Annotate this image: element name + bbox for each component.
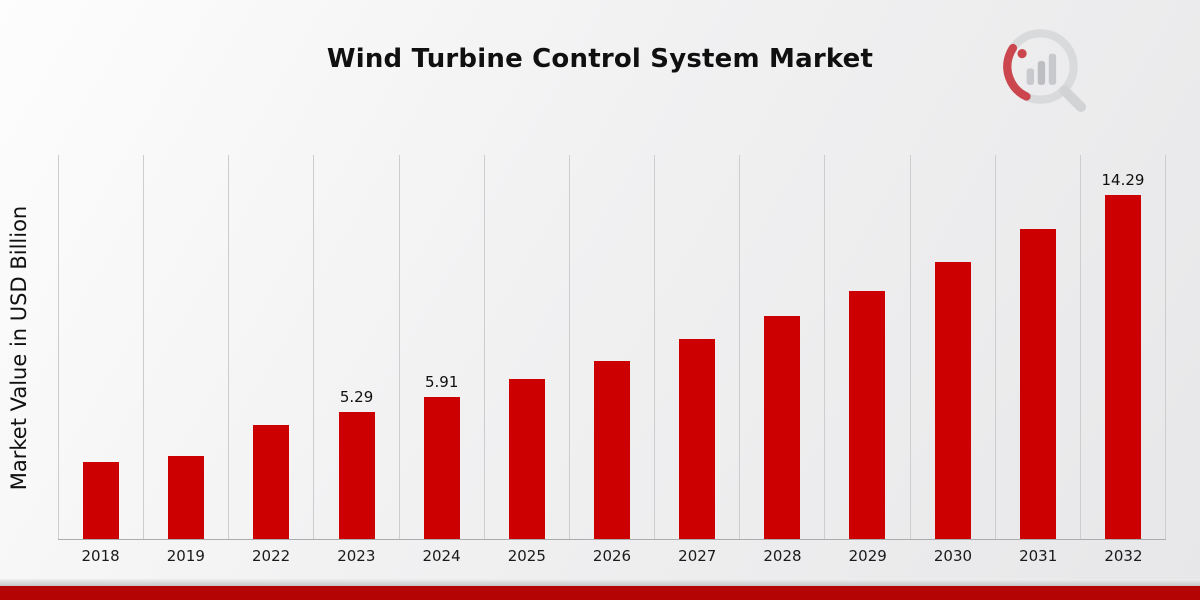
chart-column-2026	[568, 155, 654, 539]
bottom-shadow-band	[0, 579, 1200, 586]
bar-2024	[423, 397, 460, 539]
x-tick-label-2031: 2031	[1019, 547, 1058, 565]
bar-2028	[764, 316, 801, 539]
x-tick-label-2032: 2032	[1104, 547, 1143, 565]
bar-2029	[849, 291, 886, 539]
bar-2027	[679, 339, 716, 539]
chart-title: Wind Turbine Control System Market	[326, 44, 874, 74]
bottom-red-stripe	[0, 586, 1200, 600]
chart-column-2024: 5.91	[398, 155, 484, 539]
bar-2031	[1019, 229, 1056, 539]
y-axis-label: Market Value in USD Billion	[7, 205, 32, 490]
chart-column-2027	[654, 155, 739, 539]
chart-column-2022	[228, 155, 313, 539]
x-tick-label-2026: 2026	[592, 547, 632, 565]
bar-2023	[338, 412, 375, 539]
bar-2032	[1104, 195, 1141, 539]
x-tick-label-2030: 2030	[933, 547, 973, 565]
bar-2026	[594, 361, 631, 539]
chart-column-2031	[994, 155, 1080, 539]
bar-2018	[83, 462, 120, 539]
chart-column-2025	[483, 155, 569, 539]
chart-column-2032: 14.29	[1079, 155, 1167, 539]
chart-column-2028	[739, 155, 824, 539]
bar-value-label-2024: 5.91	[425, 373, 459, 391]
bar-value-label-2023: 5.29	[339, 388, 374, 406]
x-tick-label-2029: 2029	[848, 547, 887, 565]
chart-column-2023: 5.29	[313, 155, 398, 539]
x-tick-label-2018: 2018	[81, 547, 120, 565]
bar-2030	[934, 262, 971, 539]
chart-column-2029	[824, 155, 909, 539]
x-tick-label-2022: 2022	[251, 547, 291, 565]
bar-2025	[508, 379, 545, 539]
bar-2019	[168, 456, 205, 539]
bar-value-label-2032: 14.29	[1101, 171, 1145, 189]
plot-area: 5.29 5.91 14.29	[58, 155, 1167, 540]
bar-2022	[253, 425, 290, 539]
chart-column-2019	[143, 155, 228, 539]
x-axis: 2018 2019 2022 2023 2024 2025 2026 2027 2028 2029…	[58, 543, 1166, 565]
x-tick-label-2027: 2027	[678, 547, 717, 565]
x-tick-label-2025: 2025	[507, 547, 546, 565]
x-tick-label-2019: 2019	[166, 547, 205, 565]
chart-column-2030	[909, 155, 995, 539]
x-tick-label-2024: 2024	[422, 547, 461, 565]
chart-column-2018	[58, 155, 143, 539]
x-tick-label-2023: 2023	[337, 547, 376, 565]
x-tick-label-2028: 2028	[763, 547, 802, 565]
brand-magnifier-logo-icon	[1003, 29, 1087, 113]
